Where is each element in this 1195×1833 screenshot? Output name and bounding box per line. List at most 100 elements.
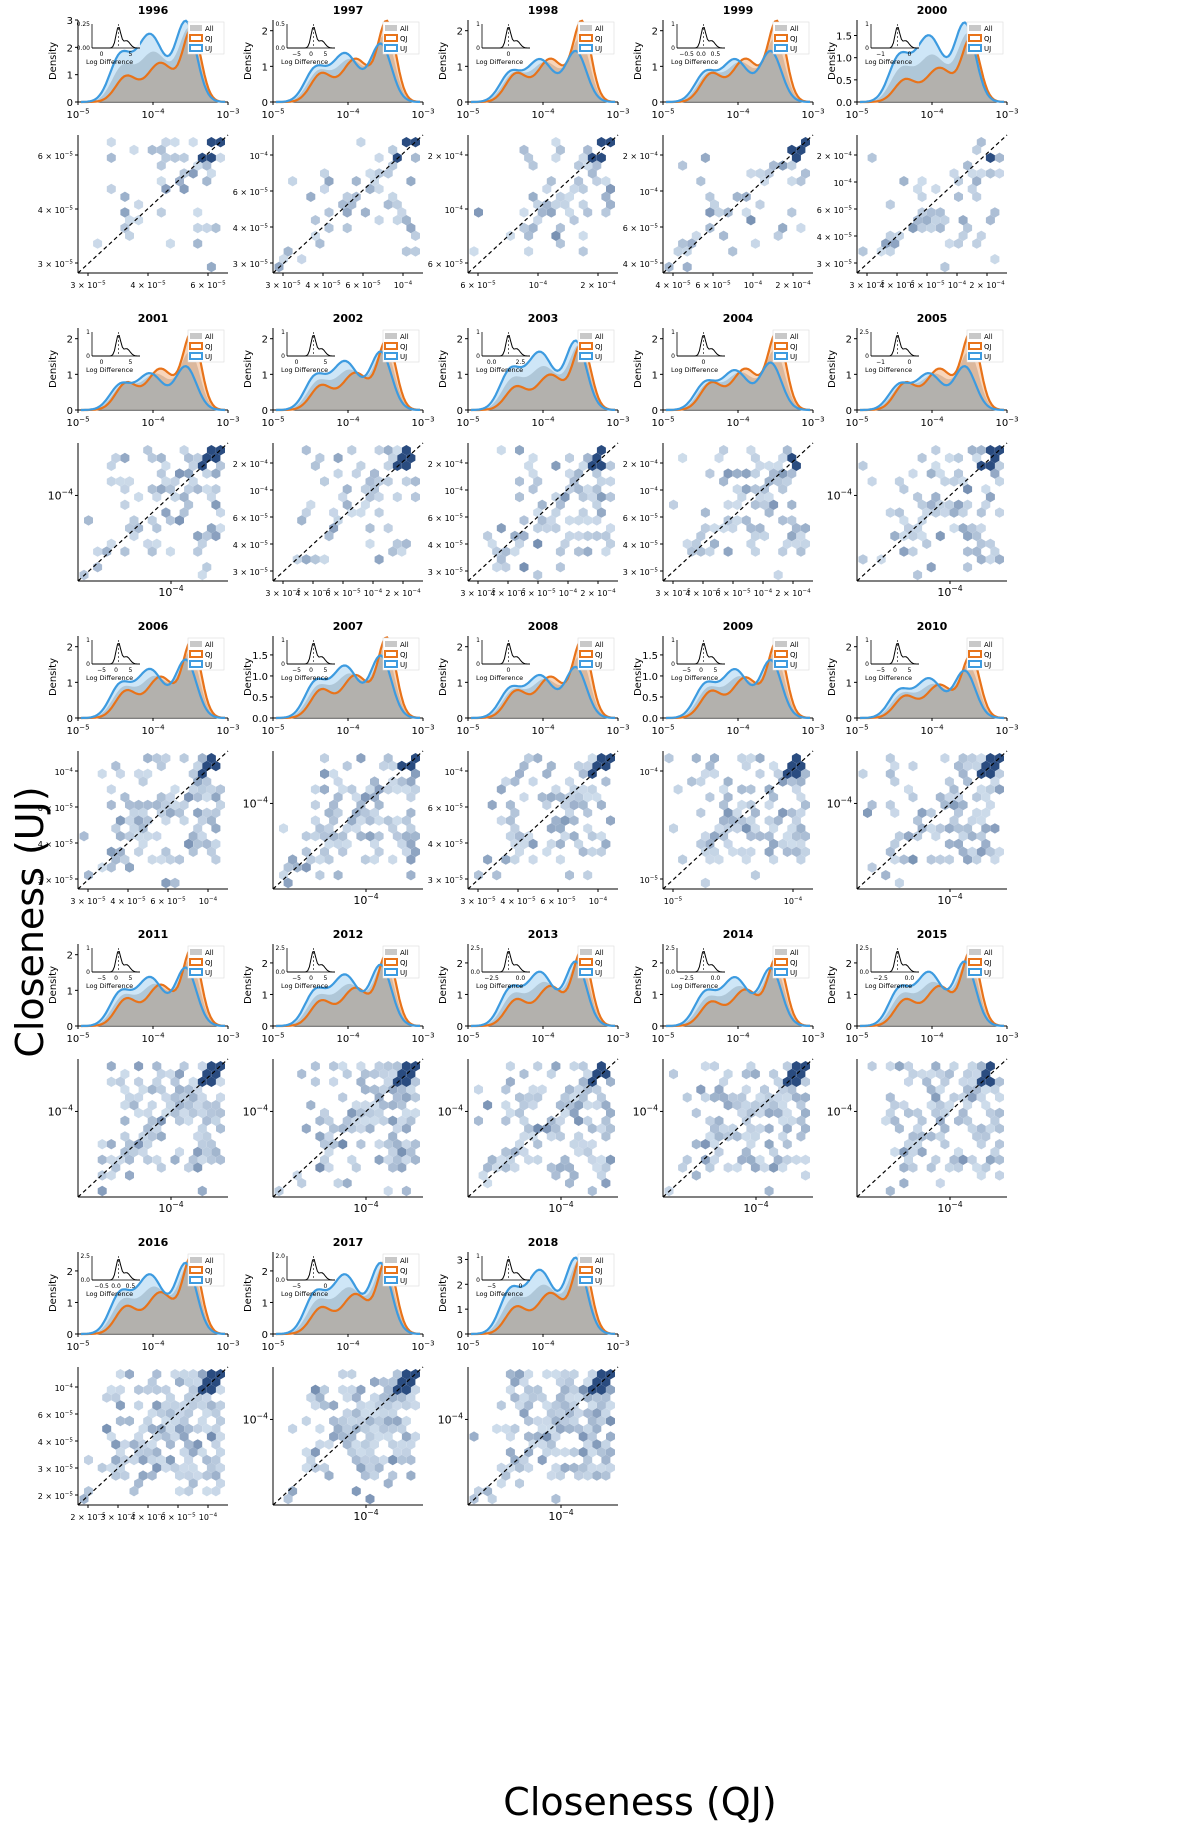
hexbin-cell	[678, 854, 688, 865]
legend-label: UJ	[595, 353, 602, 361]
legend-label: All	[790, 25, 799, 33]
hexbin-cell	[592, 160, 602, 171]
hexbin-cell	[569, 1061, 579, 1072]
hexbin-cell	[524, 831, 534, 842]
hexbin-cell	[333, 792, 343, 803]
hexbin-cell	[967, 1154, 977, 1165]
hexbin-cell	[796, 792, 806, 803]
inset-y-tick-label: 2.5	[80, 1253, 90, 1260]
hexbin-cell	[501, 546, 511, 557]
hexbin-cell	[487, 538, 497, 549]
hexbin-cell	[732, 499, 742, 510]
hexbin-cell	[161, 815, 171, 826]
kde-x-tick-label: 10−3	[801, 108, 824, 122]
hexbin-cell	[165, 1408, 175, 1419]
hex-y-tick-label: 6 × 10−5	[38, 1410, 74, 1420]
hexbin-cell	[705, 1115, 715, 1126]
hexbin-cell	[202, 1470, 212, 1481]
hexbin-cell	[894, 230, 904, 241]
hexbin-cell	[519, 1146, 529, 1158]
kde-qj-line	[471, 639, 616, 720]
hexbin-cell	[365, 815, 375, 826]
hexbin-cell	[356, 137, 366, 148]
diagonal-line	[856, 442, 1008, 582]
hexbin-cell	[383, 1076, 393, 1087]
hexbin-cell	[778, 515, 788, 526]
kde-uj-area	[666, 50, 810, 102]
hexbin-cell	[143, 799, 153, 811]
hexbin-cell	[138, 1084, 148, 1095]
hexbin-cell	[537, 1084, 547, 1095]
hexbin-cell	[533, 507, 543, 518]
hexbin-cell	[778, 468, 788, 479]
hexbin-cell	[342, 499, 352, 510]
hexbin-cell	[972, 238, 982, 249]
hexbin-cell	[406, 854, 416, 865]
hexbin-cell	[487, 1493, 497, 1505]
hexbin-cell	[546, 823, 556, 834]
hexbin-cell	[705, 838, 715, 850]
hexbin-cell	[301, 554, 311, 565]
hexbin-cell	[206, 523, 216, 534]
hexbin-cell	[188, 846, 198, 857]
hexbin-cell	[360, 1454, 370, 1466]
hexbin-cell	[211, 1423, 221, 1434]
hexbin-cell	[320, 168, 329, 179]
hexbin-cell	[138, 1146, 148, 1158]
kde-y-label: Density	[633, 658, 644, 696]
hexbin-cell	[329, 815, 339, 826]
kde-y-tick-label: 1	[652, 370, 658, 381]
hexbin-cell	[216, 1478, 225, 1489]
hex-y-tick-label: 4 × 10−5	[428, 540, 464, 550]
hexbin-cell	[940, 1076, 950, 1087]
kde-x-tick-label: 10−5	[261, 416, 284, 430]
hexbin-cell	[565, 1162, 574, 1173]
hexbin-cell	[392, 784, 402, 795]
hexbin-cell	[976, 1061, 986, 1072]
hexbin-cell	[899, 546, 909, 557]
hexbin-cell	[211, 854, 221, 865]
hexbin-cell	[211, 792, 221, 803]
hexbin-cell	[782, 476, 792, 487]
hexbin-cell	[601, 1100, 611, 1111]
hexbin-cell	[560, 1447, 570, 1458]
kde-x-tick-label: 10−5	[261, 1032, 284, 1046]
legend-swatch-uj	[579, 1276, 593, 1284]
hexbin-cell	[347, 507, 357, 518]
hexbin-cell	[555, 562, 565, 573]
hexbin-cell	[188, 476, 198, 487]
kde-uj-area	[860, 366, 1004, 410]
hexbin-cell	[728, 246, 738, 257]
hex-y-tick-label: 10−4	[827, 487, 852, 502]
hexbin-cell	[569, 1415, 579, 1427]
hexbin-cell	[787, 468, 797, 479]
hex-y-tick-label: 3 × 10−5	[38, 875, 74, 885]
hexbin-cell	[976, 753, 986, 764]
hexbin-cell	[750, 807, 760, 818]
kde-y-tick-label: 2	[457, 27, 463, 38]
hexbin-cell	[890, 807, 900, 818]
hexbin-cell	[944, 823, 954, 834]
hexbin-cell	[179, 1107, 189, 1119]
inset-curve	[677, 642, 725, 665]
hexbin-cell	[356, 1123, 366, 1134]
hex-x-tick-label: 3 × 10−5	[70, 280, 106, 290]
hexbin-cell	[533, 1139, 543, 1150]
hexbin-cell	[796, 854, 806, 865]
hexbin-cell	[746, 1154, 756, 1165]
hexbin-cell	[769, 499, 779, 510]
hexbin-cell	[976, 554, 986, 565]
hexbin-cell	[374, 554, 384, 565]
legend-swatch-all	[580, 25, 592, 31]
hexbin-cell	[963, 1115, 973, 1126]
hexbin-cell	[935, 530, 945, 542]
legend-swatch-uj	[774, 352, 788, 360]
hexbin-cell	[333, 468, 343, 479]
hexbin-cell	[583, 515, 593, 526]
kde-y-tick-label: 0.5	[836, 76, 852, 87]
hexbin-cell	[170, 1431, 180, 1442]
hexbin-cell	[976, 507, 986, 518]
kde-uj-line	[470, 339, 615, 412]
panel-title: 2002	[333, 312, 364, 325]
